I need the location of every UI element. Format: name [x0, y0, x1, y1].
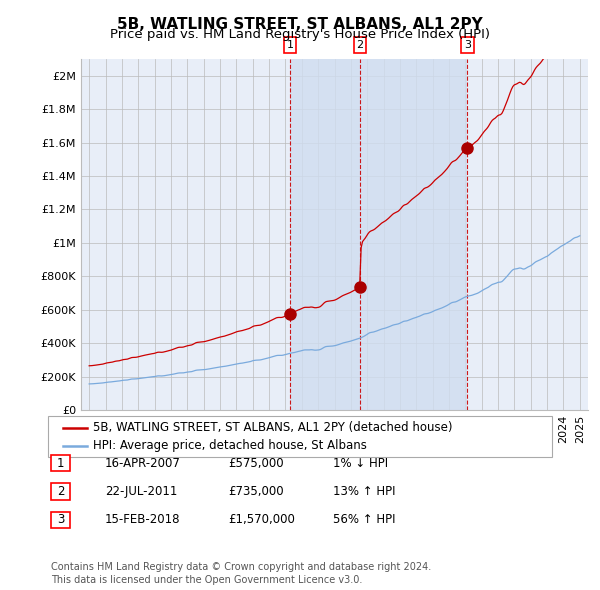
- Text: 5B, WATLING STREET, ST ALBANS, AL1 2PY (detached house): 5B, WATLING STREET, ST ALBANS, AL1 2PY (…: [93, 421, 452, 434]
- Text: 22-JUL-2011: 22-JUL-2011: [105, 485, 178, 498]
- Text: HPI: Average price, detached house, St Albans: HPI: Average price, detached house, St A…: [93, 439, 367, 452]
- Text: £575,000: £575,000: [228, 457, 284, 470]
- Text: 3: 3: [464, 40, 471, 50]
- Text: 13% ↑ HPI: 13% ↑ HPI: [333, 485, 395, 498]
- Text: 1: 1: [57, 457, 64, 470]
- Text: 1: 1: [287, 40, 293, 50]
- Bar: [290, 59, 467, 410]
- Text: 1% ↓ HPI: 1% ↓ HPI: [333, 457, 388, 470]
- Text: 5B, WATLING STREET, ST ALBANS, AL1 2PY: 5B, WATLING STREET, ST ALBANS, AL1 2PY: [117, 17, 483, 31]
- Text: £1,570,000: £1,570,000: [228, 513, 295, 526]
- Text: Price paid vs. HM Land Registry's House Price Index (HPI): Price paid vs. HM Land Registry's House …: [110, 28, 490, 41]
- Text: Contains HM Land Registry data © Crown copyright and database right 2024.
This d: Contains HM Land Registry data © Crown c…: [51, 562, 431, 585]
- Text: 2: 2: [356, 40, 364, 50]
- Text: 3: 3: [57, 513, 64, 526]
- Text: 56% ↑ HPI: 56% ↑ HPI: [333, 513, 395, 526]
- Text: 15-FEB-2018: 15-FEB-2018: [105, 513, 181, 526]
- Text: 2: 2: [57, 485, 64, 498]
- Text: 16-APR-2007: 16-APR-2007: [105, 457, 181, 470]
- Text: £735,000: £735,000: [228, 485, 284, 498]
